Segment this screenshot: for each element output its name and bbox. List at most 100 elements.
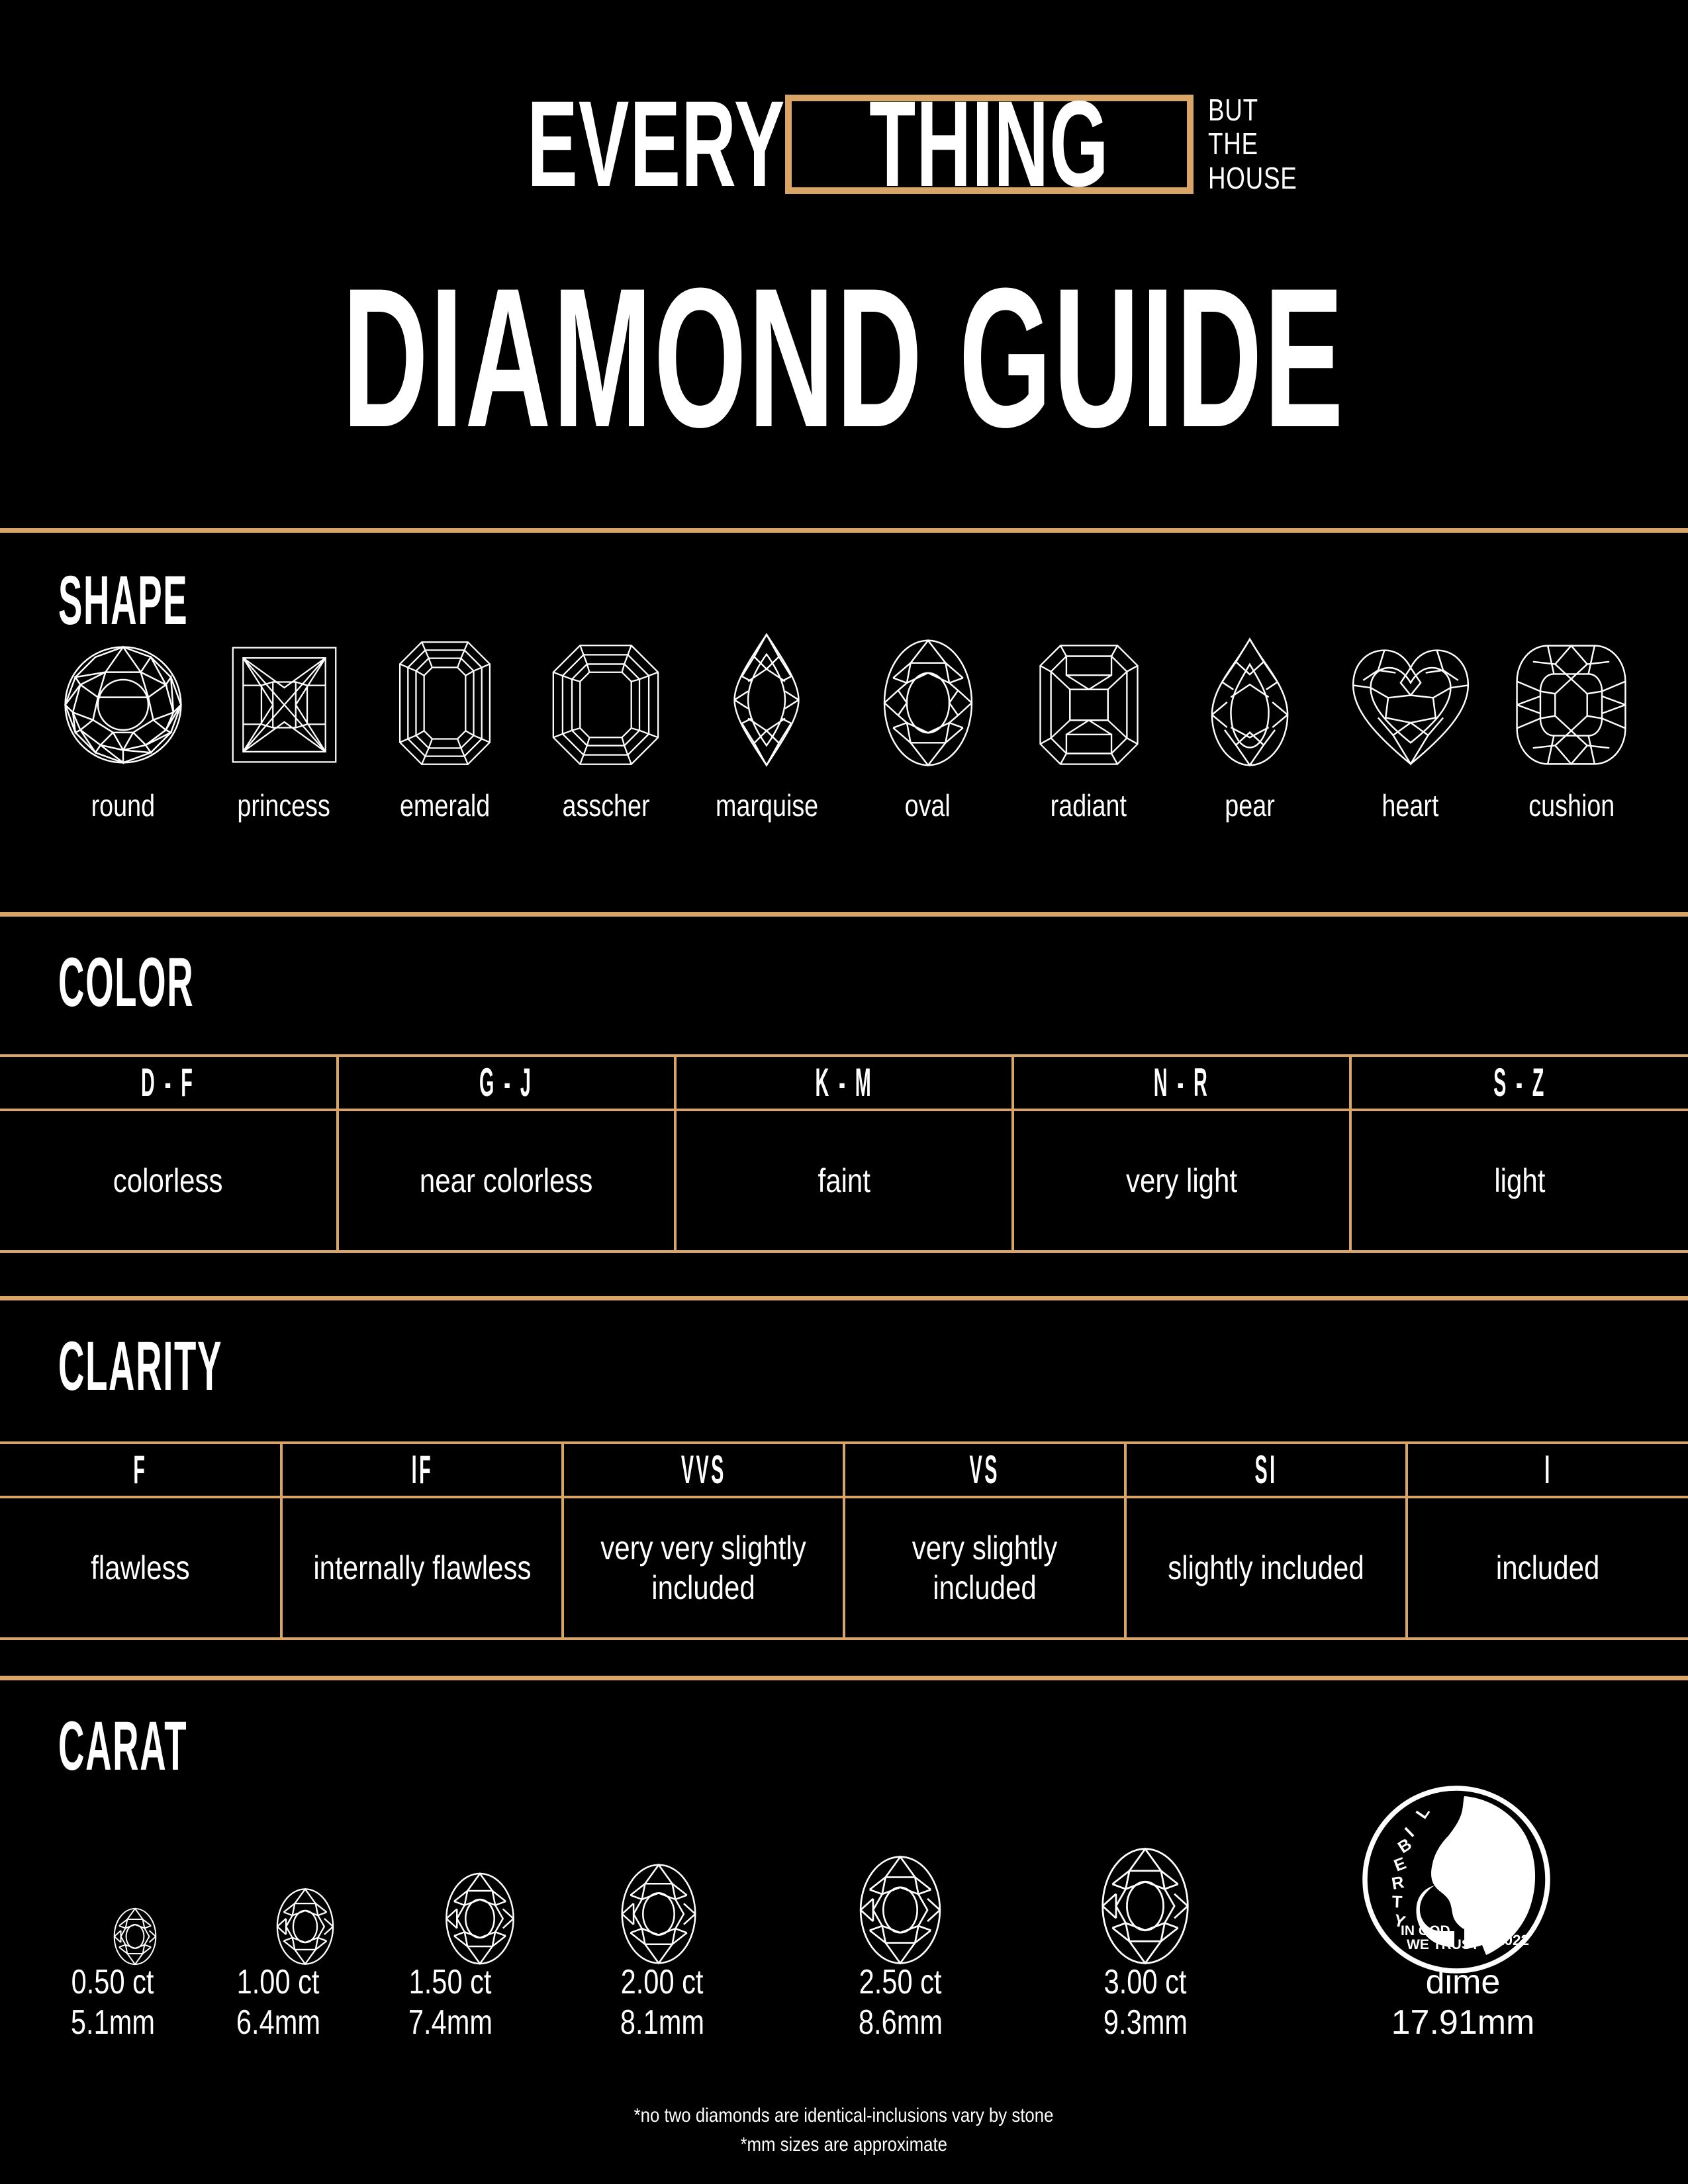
clarity-value-2: very very slightly included: [600, 1529, 806, 1606]
oval-diamond-icon: [883, 639, 972, 767]
shape-label-asscher: asscher: [562, 788, 650, 823]
color-header-cell-3: N - R: [1011, 1054, 1352, 1111]
clarity-header-cell-0: F: [0, 1441, 283, 1498]
divider-above-carat: [0, 1676, 1688, 1680]
shape-item-marquise: marquise: [690, 632, 843, 821]
carat-weight-5: 3.00 ct: [1103, 1963, 1187, 2001]
round-brilliant-icon-100: [276, 1888, 334, 1966]
color-header-cell-1: G - J: [336, 1054, 677, 1111]
logo-tagline-line-3: HOUSE: [1208, 160, 1297, 195]
carat-item-dime: L I B E R T Y IN GOD WE TRUST 2022: [1357, 1780, 1556, 1979]
round-brilliant-icon-150: [445, 1872, 514, 1966]
shape-label-princess: princess: [237, 788, 331, 823]
carat-weight-1: 1.00 ct: [236, 1963, 320, 2001]
shape-label-pear: pear: [1225, 788, 1275, 823]
color-header-4: S - Z: [1493, 1060, 1546, 1105]
svg-text:L: L: [1413, 1801, 1435, 1822]
color-header-2: K - M: [815, 1060, 873, 1105]
clarity-value-cell-4: slightly included: [1124, 1496, 1408, 1640]
color-value-cell-1: near colorless: [336, 1109, 677, 1253]
clarity-value-cell-1: internally flawless: [280, 1496, 564, 1640]
carat-label-3: 2.00 ct 8.1mm: [583, 1962, 741, 2044]
heart-diamond-icon: [1352, 649, 1469, 766]
shape-item-round: round: [46, 642, 200, 821]
section-heading-color-text: COLOR: [58, 944, 195, 1021]
color-table-header-row: D - F G - J K - M N - R S - Z: [0, 1054, 1688, 1111]
emerald-diamond-icon: [399, 641, 491, 765]
round-brilliant-icon-300: [1102, 1847, 1189, 1965]
shape-item-pear: pear: [1173, 637, 1327, 821]
clarity-value-1: internally flawless: [312, 1549, 532, 1586]
clarity-header-5: I: [1544, 1447, 1552, 1492]
section-heading-carat: CARAT: [58, 1711, 306, 1781]
clarity-value-cell-5: included: [1405, 1496, 1688, 1640]
carat-size-4: 8.6mm: [858, 2003, 943, 2042]
section-heading-carat-text: CARAT: [58, 1707, 188, 1785]
divider-above-color: [0, 912, 1688, 917]
color-value-cell-4: light: [1349, 1109, 1688, 1253]
logo-thing-box: THING: [785, 83, 1194, 206]
clarity-value-cell-2: very very slightly included: [561, 1496, 845, 1640]
clarity-table-header-row: F IF VVS VS SI I: [0, 1441, 1688, 1498]
clarity-header-cell-2: VVS: [561, 1441, 845, 1498]
footnote-0: *no two diamonds are identical-inclusion…: [634, 2105, 1054, 2126]
section-heading-shape: SHAPE: [58, 566, 308, 635]
color-value-cell-3: very light: [1011, 1109, 1352, 1253]
shape-label-cushion: cushion: [1528, 788, 1615, 823]
carat-label-5: 3.00 ct 9.3mm: [1066, 1962, 1225, 2044]
color-header-cell-0: D - F: [0, 1054, 339, 1111]
carat-weight-0: 0.50 ct: [71, 1963, 154, 2001]
carat-weight-4: 2.50 ct: [859, 1963, 942, 2001]
princess-diamond-icon: [232, 647, 336, 763]
color-value-cell-0: colorless: [0, 1109, 339, 1253]
color-value-3: very light: [1125, 1162, 1238, 1199]
carat-size-0: 5.1mm: [70, 2003, 155, 2042]
footnotes: *no two diamonds are identical-inclusion…: [0, 2101, 1688, 2159]
carat-weight-2: 1.50 ct: [408, 1963, 492, 2001]
clarity-value-cell-3: very slightly included: [843, 1496, 1127, 1640]
clarity-header-2: VVS: [680, 1447, 726, 1492]
cushion-diamond-icon: [1516, 644, 1627, 766]
marquise-diamond-icon: [733, 633, 800, 767]
carat-label-1: 1.00 ct 6.4mm: [199, 1962, 357, 2044]
section-heading-shape-text: SHAPE: [58, 562, 189, 639]
shape-item-cushion: cushion: [1495, 642, 1648, 821]
clarity-header-0: F: [132, 1447, 148, 1492]
carat-row: L I B E R T Y IN GOD WE TRUST 2022: [40, 1747, 1648, 1974]
section-heading-color: COLOR: [58, 948, 320, 1017]
color-header-1: G - J: [479, 1060, 534, 1105]
section-heading-clarity: CLARITY: [58, 1332, 374, 1401]
shape-label-oval: oval: [904, 788, 951, 823]
section-heading-clarity-text: CLARITY: [58, 1328, 223, 1405]
shape-item-princess: princess: [207, 642, 361, 821]
shape-row: round princess: [46, 632, 1648, 821]
shape-item-oval: oval: [851, 638, 1005, 821]
clarity-header-4: SI: [1254, 1447, 1278, 1492]
shape-label-emerald: emerald: [400, 788, 491, 823]
clarity-header-3: VS: [969, 1447, 1000, 1492]
logo-word-every: EVERY: [526, 76, 786, 212]
clarity-value-5: included: [1496, 1549, 1600, 1586]
clarity-value-cell-0: flawless: [0, 1496, 283, 1640]
carat-item-5: [1099, 1846, 1192, 1966]
round-brilliant-icon-200: [621, 1863, 696, 1965]
color-header-cell-4: S - Z: [1349, 1054, 1688, 1111]
color-table: D - F G - J K - M N - R S - Z colorless …: [0, 1054, 1688, 1253]
radiant-diamond-icon: [1039, 645, 1139, 765]
clarity-header-cell-1: IF: [280, 1441, 564, 1498]
logo-tagline-line-1: BUT: [1208, 92, 1258, 127]
clarity-value-3: very slightly included: [912, 1529, 1058, 1606]
color-header-3: N - R: [1153, 1060, 1210, 1105]
round-diamond-icon: [64, 645, 182, 764]
page-title: DIAMOND GUIDE: [0, 258, 1688, 457]
shape-item-emerald: emerald: [368, 639, 522, 821]
clarity-header-cell-3: VS: [843, 1441, 1127, 1498]
carat-item-0: [113, 1907, 158, 1966]
carat-size-1: 6.4mm: [236, 2003, 320, 2042]
pear-diamond-icon: [1211, 637, 1289, 767]
logo-tagline: BUT THE HOUSE: [1208, 93, 1319, 196]
shape-label-radiant: radiant: [1050, 788, 1127, 823]
carat-label-0: 0.50 ct 5.1mm: [40, 1962, 185, 2044]
color-value-0: colorless: [113, 1162, 223, 1199]
